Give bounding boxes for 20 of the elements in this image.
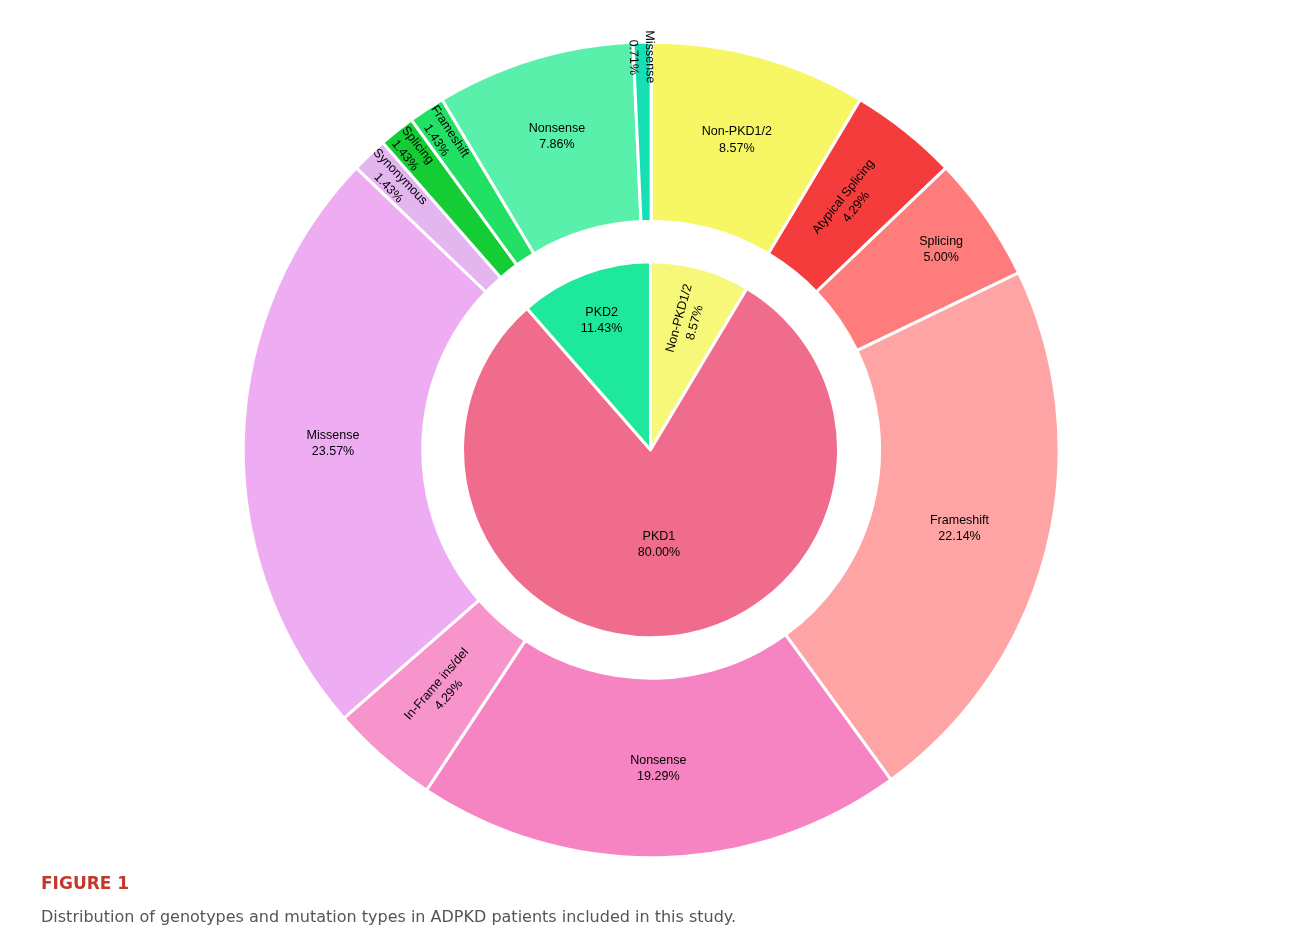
data-label: 23.57% bbox=[311, 444, 355, 459]
slice-label: PKD2 bbox=[585, 304, 619, 319]
slice-label: Non-PKD1/2 bbox=[701, 124, 772, 139]
data-label: 5.00% bbox=[923, 250, 959, 265]
data-label: 7.86% bbox=[539, 137, 575, 152]
data-label: 22.14% bbox=[938, 528, 981, 543]
data-label: 19.29% bbox=[637, 769, 680, 784]
data-label: 8.57% bbox=[719, 140, 755, 155]
slice-label: Missense bbox=[642, 30, 658, 84]
slice-label: Nonsense bbox=[630, 753, 687, 768]
slice-label: Frameshift bbox=[929, 512, 990, 527]
data-label: 11.43% bbox=[580, 321, 623, 335]
text: Distribution of genotypes and mutation types in ADPKD patients included in this study. bbox=[41, 907, 737, 926]
data-label: 80.00% bbox=[637, 544, 681, 559]
slice-label: Missense bbox=[306, 427, 360, 442]
slice-label: Splicing bbox=[919, 234, 964, 249]
slice-label: PKD1 bbox=[642, 528, 676, 543]
slice-label: Nonsense bbox=[528, 121, 586, 135]
caption: FIGURE 1 bbox=[41, 873, 130, 893]
data-label: 0.71% bbox=[626, 39, 642, 76]
